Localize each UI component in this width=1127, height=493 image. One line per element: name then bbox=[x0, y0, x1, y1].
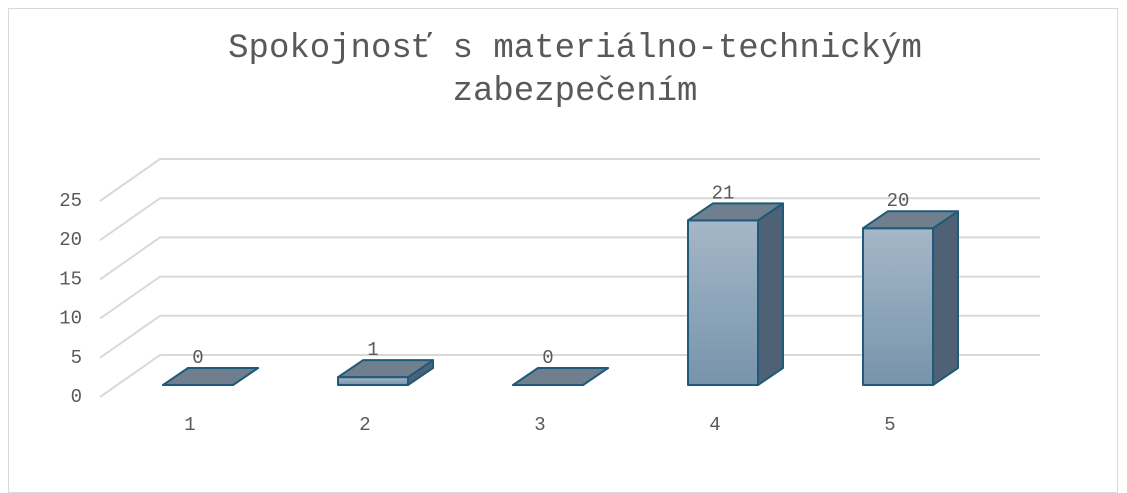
bar-front bbox=[337, 376, 409, 386]
x-tick-label: 1 bbox=[184, 414, 195, 436]
bar bbox=[862, 210, 959, 386]
x-tick-label: 4 bbox=[709, 414, 720, 436]
bar bbox=[337, 359, 434, 386]
grid-line bbox=[99, 197, 1040, 242]
y-tick-label: 10 bbox=[59, 308, 82, 330]
y-tick-label: 25 bbox=[59, 190, 82, 212]
value-label: 21 bbox=[712, 182, 735, 204]
bar-top bbox=[512, 367, 609, 386]
value-label: 20 bbox=[887, 190, 910, 212]
bar-top bbox=[687, 202, 784, 222]
value-label: 1 bbox=[367, 339, 378, 361]
bar-top bbox=[862, 210, 959, 230]
y-tick-label: 20 bbox=[59, 229, 82, 251]
bar bbox=[162, 367, 259, 386]
bar-side bbox=[932, 210, 959, 386]
bar-top bbox=[337, 359, 434, 379]
chart-title: Spokojnosť s materiálno-technickým zabez… bbox=[228, 30, 922, 111]
bar bbox=[512, 367, 609, 386]
y-tick-label: 15 bbox=[59, 268, 82, 290]
x-tick-label: 5 bbox=[884, 414, 895, 436]
y-tick-label: 0 bbox=[71, 386, 82, 408]
bar-top bbox=[162, 367, 259, 386]
bar-side bbox=[757, 202, 784, 386]
value-label: 0 bbox=[192, 347, 203, 369]
y-tick-label: 5 bbox=[71, 347, 82, 369]
bar bbox=[687, 202, 784, 386]
x-tick-label: 2 bbox=[359, 414, 370, 436]
value-label: 0 bbox=[542, 347, 553, 369]
x-tick-label: 3 bbox=[534, 414, 545, 436]
bar-front bbox=[687, 219, 759, 386]
bar-front bbox=[862, 227, 934, 386]
grid-line bbox=[99, 158, 1040, 202]
